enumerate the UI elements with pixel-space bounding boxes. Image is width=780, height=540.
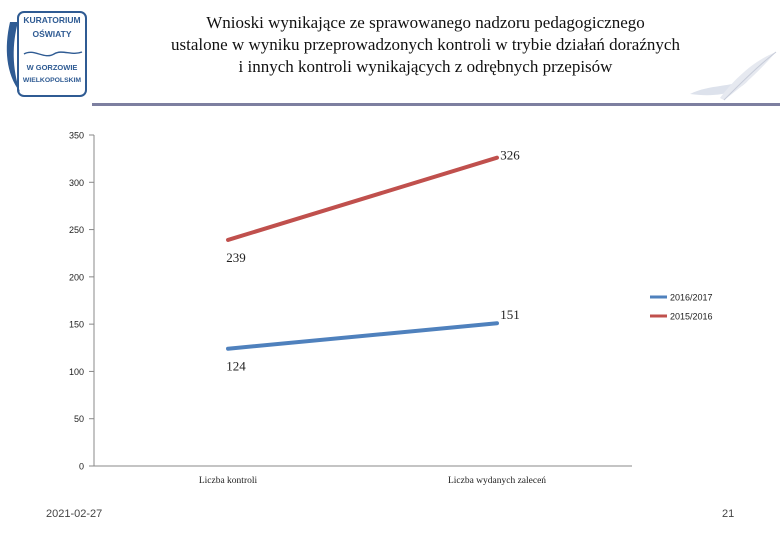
series-line-2015/2016 [226,155,499,242]
quill-book-icon [690,51,777,101]
slide-title: Wnioski wynikające ze sprawowanego nadzo… [128,12,723,78]
y-tick-label: 100 [69,367,84,377]
series-line-2016/2017 [226,321,499,351]
y-tick-label: 0 [79,462,84,472]
title-line-2: ustalone w wyniku przeprowadzonych kontr… [171,35,680,54]
y-tick-label: 150 [69,320,84,330]
page-number: 21 [722,508,735,520]
y-tick-label: 350 [69,131,84,141]
chart-background [0,110,780,428]
data-label: 124 [226,359,246,374]
data-label: 239 [226,250,246,265]
x-category-label: Liczba wydanych zaleceń [448,476,546,486]
y-tick-label: 300 [69,178,84,188]
logo-line-3: W GORZOWIE [27,63,78,72]
y-tick-label: 50 [74,414,84,424]
x-category-label: Liczba kontroli [199,476,258,486]
y-tick-label: 200 [69,272,84,282]
header-divider [92,103,780,106]
footer-date: 2021-02-27 [46,508,103,520]
kuratorium-logo: KURATORIUM OŚWIATY W GORZOWIE WIELKOPOLS… [6,11,87,97]
data-label: 326 [500,148,520,163]
title-line-3: i innych kontroli wynikających z odrębny… [238,57,613,76]
y-tick-label: 250 [69,225,84,235]
title-line-1: Wnioski wynikające ze sprawowanego nadzo… [206,13,645,32]
logo-line-1: KURATORIUM [23,15,80,25]
logo-line-4: WIELKOPOLSKIM [23,77,81,84]
logo-swoosh-icon [6,22,20,92]
legend-label: 2016/2017 [670,293,713,303]
data-label: 151 [500,307,520,322]
legend-label: 2015/2016 [670,312,713,322]
logo-line-2: OŚWIATY [32,28,71,39]
